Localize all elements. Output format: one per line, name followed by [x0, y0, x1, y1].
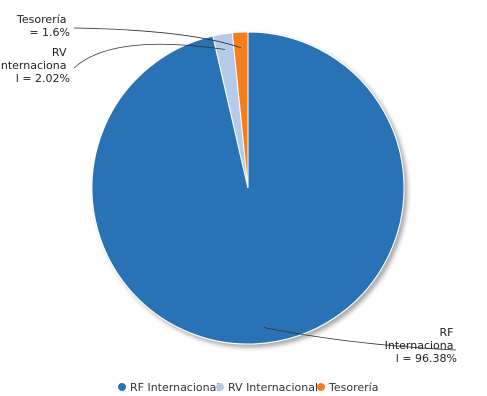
legend-item-rv-internacional[interactable]: RV Internacional	[216, 381, 318, 394]
legend-marker-rv-internacional	[216, 383, 224, 391]
legend-label-tesoreria: Tesorería	[328, 381, 378, 394]
legend-label-rv-internacional: RV Internacional	[228, 381, 318, 394]
leader-line-tesoreria	[73, 27, 242, 49]
pie-slice-tesoreria[interactable]	[231, 31, 249, 189]
leader-line-rv-internacional	[73, 43, 226, 69]
legend-marker-rf-internacional	[118, 383, 126, 391]
legend-marker-tesoreria	[317, 383, 325, 391]
legend-item-rf-internacional[interactable]: RF Internacional	[118, 381, 219, 394]
slice-label-rf-internacional: RF Internaciona l = 96.38%	[385, 326, 457, 365]
slice-label-rv-internacional: RV Internaciona l = 2.02%	[0, 46, 70, 85]
legend-item-tesoreria[interactable]: Tesorería	[317, 381, 378, 394]
slice-label-tesoreria: Tesorería = 1.6%	[16, 13, 70, 39]
leader-line-rf-internacional	[263, 327, 457, 351]
legend: RF Internacional RV Internacional Tesore…	[118, 381, 378, 394]
legend-label-rf-internacional: RF Internacional	[130, 381, 219, 394]
pie-slices	[91, 31, 405, 345]
leader-lines	[73, 27, 457, 351]
